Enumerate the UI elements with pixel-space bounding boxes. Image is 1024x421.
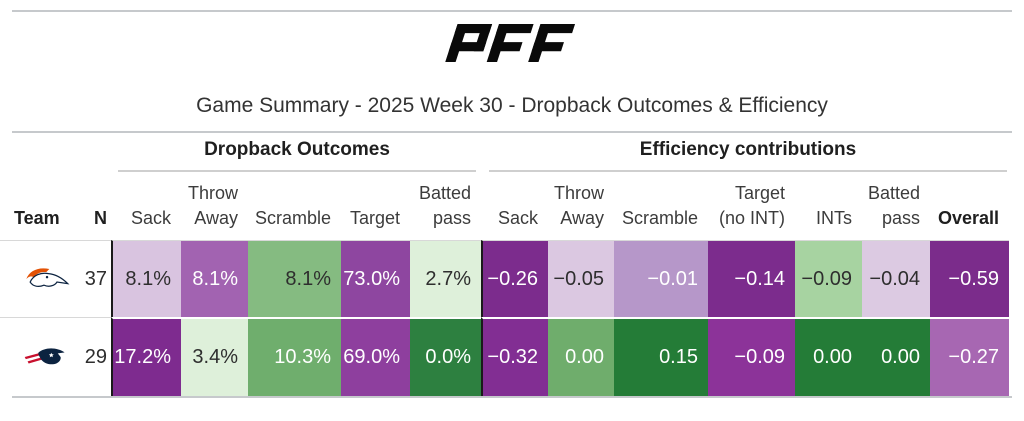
cell-batted_pass_pct: 2.7%	[410, 240, 481, 317]
cell-target_no_int_eff: −0.09	[708, 317, 795, 396]
top-divider	[12, 10, 1012, 12]
col-header-sack-eff: Sack	[497, 208, 538, 228]
cell-target_pct: 73.0%	[341, 240, 410, 317]
col-header-scramble-pct: Scramble	[254, 208, 331, 228]
cell-batted_pass_eff: 0.00	[862, 317, 930, 396]
n-value: 37	[80, 240, 111, 317]
col-header-sack-pct: Sack	[130, 208, 171, 228]
col-header-throw-away-eff: Throw Away	[553, 183, 604, 228]
cell-sack_pct: 8.1%	[111, 240, 181, 317]
cell-scramble_pct: 10.3%	[248, 317, 341, 396]
cell-scramble_pct: 8.1%	[248, 240, 341, 317]
cell-throw_away_eff: 0.00	[548, 317, 614, 396]
cell-overall_eff: −0.27	[930, 317, 1009, 396]
title-divider	[12, 131, 1012, 133]
cell-sack_eff: −0.26	[481, 240, 548, 317]
n-value: 29	[80, 317, 111, 396]
cell-target_no_int_eff: −0.14	[708, 240, 795, 317]
col-header-team: Team	[14, 208, 60, 228]
cell-sack_pct: 17.2%	[111, 317, 181, 396]
col-header-batted-pass-pct: Batted pass	[418, 183, 471, 228]
dropback-table: Dropback Outcomes Efficiency contributio…	[0, 133, 1009, 396]
cell-target_pct: 69.0%	[341, 317, 410, 396]
col-header-target-no-int-eff: Target (no INT)	[718, 183, 785, 228]
cell-throw_away_pct: 8.1%	[181, 240, 248, 317]
cell-throw_away_eff: −0.05	[548, 240, 614, 317]
team-logo-patriots	[0, 317, 80, 396]
col-header-target-pct: Target	[349, 208, 400, 228]
page-title: Game Summary - 2025 Week 30 - Dropback O…	[196, 94, 828, 117]
team-logo-broncos	[0, 240, 80, 317]
cell-scramble_eff: −0.01	[614, 240, 708, 317]
col-header-throw-away-pct: Throw Away	[187, 183, 238, 228]
bottom-divider	[12, 396, 1012, 398]
cell-ints_eff: 0.00	[795, 317, 862, 396]
cell-sack_eff: −0.32	[481, 317, 548, 396]
pff-logo	[0, 24, 1024, 62]
col-header-scramble-eff: Scramble	[621, 208, 698, 228]
cell-batted_pass_eff: −0.04	[862, 240, 930, 317]
cell-ints_eff: −0.09	[795, 240, 862, 317]
cell-throw_away_pct: 3.4%	[181, 317, 248, 396]
col-header-ints-eff: INTs	[816, 208, 852, 228]
cell-overall_eff: −0.59	[930, 240, 1009, 317]
cell-scramble_eff: 0.15	[614, 317, 708, 396]
group-header-dropback-outcomes: Dropback Outcomes	[118, 133, 476, 172]
col-header-batted-pass-eff: Batted pass	[867, 183, 920, 228]
col-header-n: N	[94, 208, 107, 228]
cell-batted_pass_pct: 0.0%	[410, 317, 481, 396]
col-header-overall-eff: Overall	[937, 208, 999, 228]
group-header-efficiency-contributions: Efficiency contributions	[489, 133, 1007, 172]
